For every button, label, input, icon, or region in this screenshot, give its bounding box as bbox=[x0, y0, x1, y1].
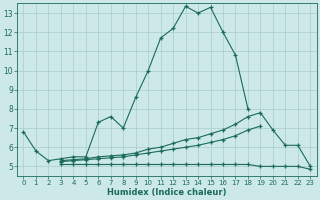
X-axis label: Humidex (Indice chaleur): Humidex (Indice chaleur) bbox=[107, 188, 227, 197]
